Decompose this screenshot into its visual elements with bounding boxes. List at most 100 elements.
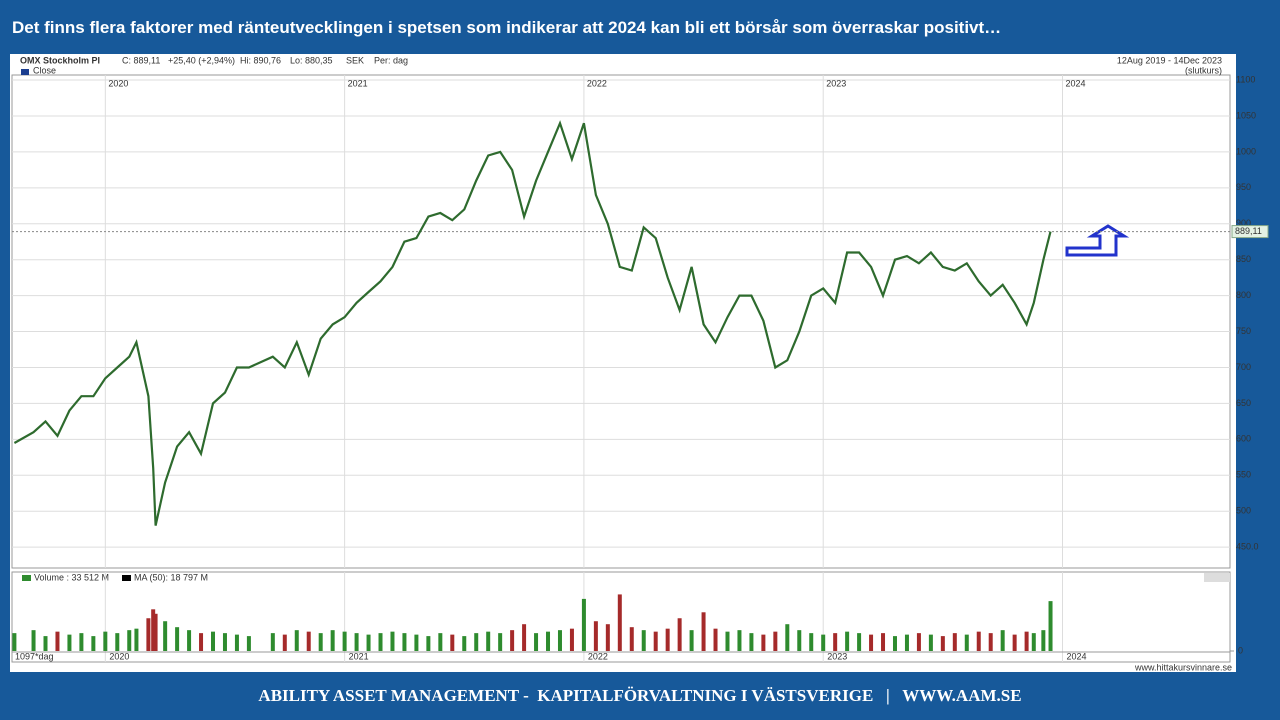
panel-buttons[interactable] bbox=[1204, 573, 1230, 582]
price-basis: (slutkurs) bbox=[1185, 65, 1222, 75]
price-label: 889,11 bbox=[1235, 226, 1262, 236]
volume-bar bbox=[857, 633, 862, 651]
volume-bar bbox=[928, 634, 933, 651]
y-tick-label: 1000 bbox=[1236, 146, 1256, 156]
source: www.hittakursvinnare.se bbox=[1134, 662, 1232, 672]
volume-bar bbox=[67, 634, 72, 651]
x-tick-label: 2023 bbox=[826, 78, 846, 88]
volume-bar bbox=[557, 630, 562, 651]
x-tick-label: 2021 bbox=[349, 651, 369, 661]
volume-bar bbox=[940, 636, 945, 651]
volume-bar bbox=[222, 633, 227, 651]
volume-bar bbox=[426, 636, 431, 651]
volume-bar bbox=[366, 634, 371, 651]
stat: Lo: 880,35 bbox=[290, 55, 333, 65]
volume-bar bbox=[785, 624, 790, 651]
volume-bar bbox=[845, 631, 850, 651]
volume-bar bbox=[282, 634, 287, 651]
x-tick-label: 2023 bbox=[827, 651, 847, 661]
y-tick-label: 500 bbox=[1236, 506, 1251, 516]
price-tag bbox=[1231, 225, 1269, 239]
volume-bar bbox=[91, 636, 96, 651]
stat: C: 889,11 bbox=[122, 55, 160, 65]
y-tick-label: 800 bbox=[1236, 290, 1251, 300]
volume-bar bbox=[605, 624, 610, 651]
volume-bar bbox=[988, 633, 993, 651]
legend-label: Close bbox=[33, 65, 56, 75]
x-tick-label: 2022 bbox=[587, 78, 607, 88]
volume-bar bbox=[187, 630, 192, 651]
volume-bar bbox=[103, 631, 108, 651]
volume-bar bbox=[581, 598, 586, 651]
volume-bar bbox=[12, 633, 17, 651]
volume-bar bbox=[486, 631, 491, 651]
volume-bar bbox=[546, 631, 551, 651]
volume-bar bbox=[725, 631, 730, 651]
legend-swatch bbox=[21, 69, 29, 75]
volume-bar bbox=[773, 631, 778, 651]
stat: +25,40 (+2,94%) bbox=[168, 55, 235, 65]
volume-bar bbox=[414, 634, 419, 651]
volume-bar bbox=[665, 628, 670, 651]
volume-bar bbox=[211, 631, 216, 651]
volume-bar bbox=[1031, 633, 1036, 651]
price-line bbox=[13, 120, 1052, 526]
volume-bar bbox=[43, 636, 48, 651]
date-range: 12Aug 2019 - 14Dec 2023 bbox=[1117, 55, 1222, 65]
volume-bar bbox=[809, 633, 814, 651]
volume-bar bbox=[569, 628, 574, 651]
volume-bar bbox=[904, 634, 909, 651]
volume-bar bbox=[402, 633, 407, 651]
volume-tick-label: 0 bbox=[1238, 645, 1243, 655]
volume-bar bbox=[378, 633, 383, 651]
up-arrow bbox=[1065, 224, 1130, 257]
volume-bar bbox=[134, 628, 139, 651]
volume-bar bbox=[881, 633, 886, 651]
volume-bar bbox=[234, 634, 239, 651]
x-tick-label: 2021 bbox=[348, 78, 368, 88]
volume-bar bbox=[199, 633, 204, 651]
volume-bar bbox=[522, 624, 527, 651]
volume-bar bbox=[354, 633, 359, 651]
volume-bar bbox=[246, 636, 251, 651]
volume-bar bbox=[55, 631, 60, 651]
volume-bar bbox=[713, 628, 718, 651]
volume-bar bbox=[151, 609, 156, 651]
volume-bar bbox=[833, 633, 838, 651]
y-tick-label: 450.0 bbox=[1236, 542, 1259, 552]
volume-bar bbox=[270, 633, 275, 651]
volume-bar bbox=[869, 634, 874, 651]
volume-bar bbox=[534, 633, 539, 651]
chart-background bbox=[10, 54, 1236, 672]
instrument: OMX Stockholm PI bbox=[20, 55, 100, 65]
x-tick-label: 2020 bbox=[108, 78, 128, 88]
legend-swatch bbox=[122, 575, 131, 581]
volume-bar bbox=[689, 630, 694, 651]
y-tick-label: 850 bbox=[1236, 254, 1251, 264]
volume-bar bbox=[450, 634, 455, 651]
ma-legend: MA (50): 18 797 M bbox=[134, 572, 208, 582]
volume-bar bbox=[892, 636, 897, 651]
stat: SEK bbox=[346, 55, 364, 65]
volume-bar bbox=[330, 630, 335, 651]
y-tick-label: 600 bbox=[1236, 434, 1251, 444]
volume-bar bbox=[617, 594, 622, 651]
volume-bar bbox=[498, 633, 503, 651]
volume-bar bbox=[1012, 634, 1017, 651]
volume-bar bbox=[163, 621, 168, 651]
volume-bar bbox=[1000, 630, 1005, 651]
volume-bar bbox=[653, 631, 658, 651]
y-tick-label: 550 bbox=[1236, 470, 1251, 480]
volume-bar bbox=[1024, 631, 1029, 651]
volume-bar bbox=[916, 633, 921, 651]
volume-panel bbox=[11, 571, 1231, 663]
y-tick-label: 1050 bbox=[1236, 110, 1256, 120]
slide-title: Det finns flera faktorer med ränteutveck… bbox=[12, 18, 1002, 37]
volume-bar bbox=[510, 630, 515, 651]
volume-bar bbox=[1041, 630, 1046, 651]
volume-bar bbox=[749, 633, 754, 651]
volume-bar bbox=[462, 636, 467, 651]
x-tick-label: 2022 bbox=[588, 651, 608, 661]
